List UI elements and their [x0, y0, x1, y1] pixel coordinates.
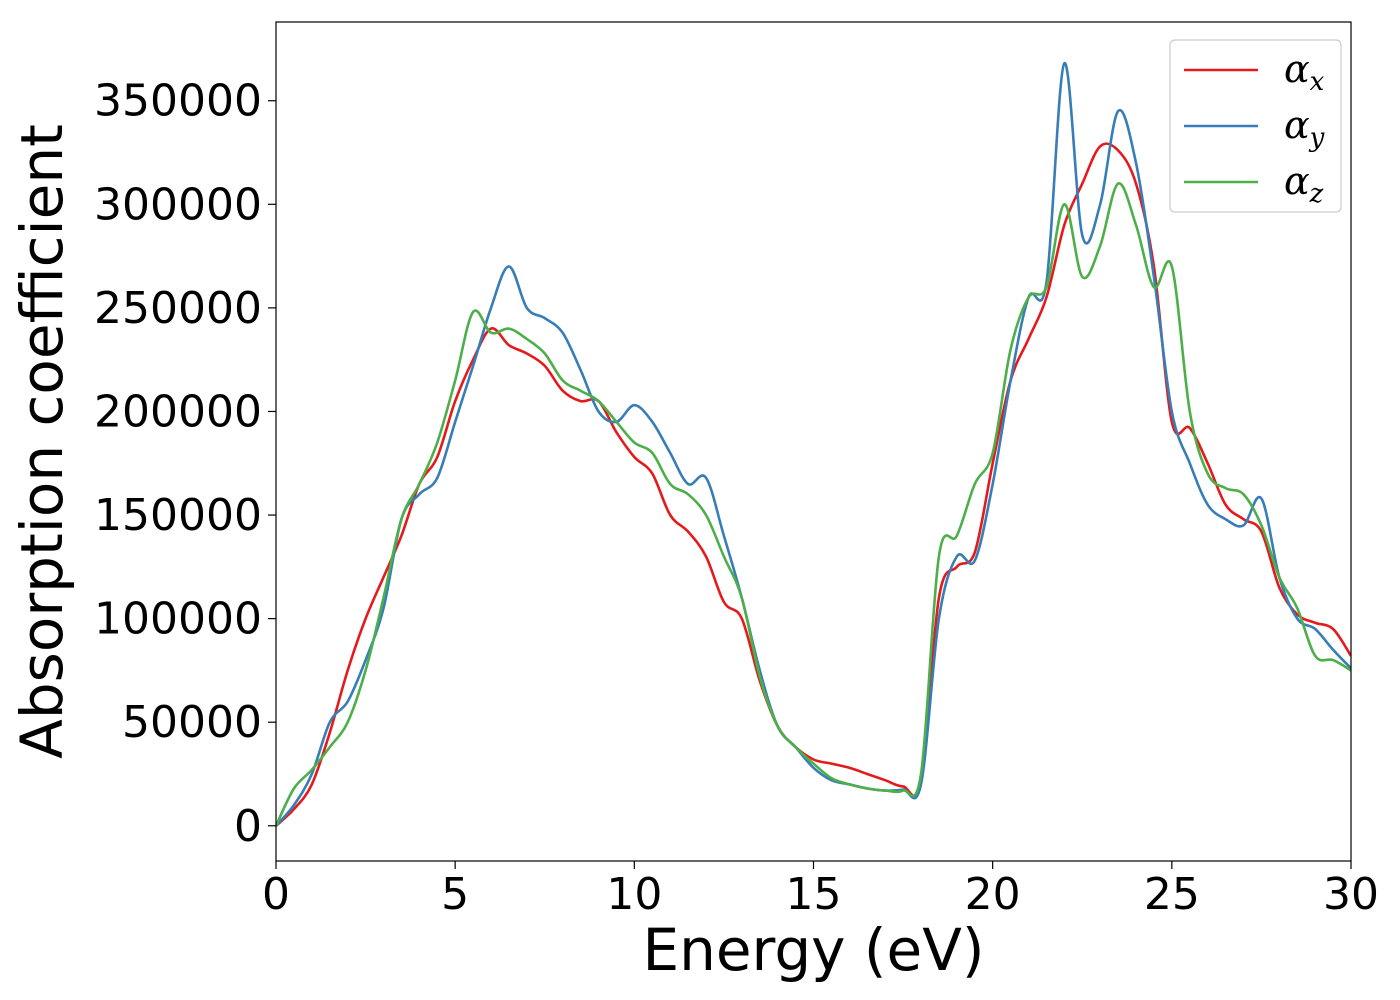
- y-tick-label: 350000: [94, 76, 262, 127]
- y-axis: 0 50000 100000 150000 200000 250000 300000 3500…: [94, 76, 276, 852]
- legend-label-y: αy: [1284, 103, 1325, 153]
- y-tick-label: 250000: [94, 283, 262, 334]
- y-tick-label: 100000: [94, 594, 262, 645]
- x-tick-label: 25: [1144, 869, 1200, 920]
- series-line-z: [276, 182, 1351, 827]
- plot-frame: [275, 21, 1352, 862]
- y-tick-label: 0: [234, 801, 262, 852]
- x-tick-label: 5: [441, 869, 469, 920]
- y-tick-label: 50000: [122, 697, 262, 748]
- x-axis: 0 5 10 15 20 25 30: [262, 861, 1379, 920]
- x-axis-title: Energy (eV): [642, 916, 984, 984]
- y-tick-label: 300000: [94, 179, 262, 230]
- y-tick-label: 200000: [94, 386, 262, 437]
- series-line-x: [276, 142, 1351, 827]
- legend-label-x: αx: [1284, 47, 1325, 97]
- legend-label-z: αz: [1284, 159, 1324, 209]
- x-tick-label: 0: [262, 869, 290, 920]
- x-tick-label: 10: [606, 869, 662, 920]
- y-tick-label: 150000: [94, 490, 262, 541]
- x-tick-label: 20: [965, 869, 1021, 920]
- plot-area: [276, 62, 1351, 827]
- x-tick-label: 15: [786, 869, 842, 920]
- y-axis-title: Absorption coefficient: [8, 124, 76, 759]
- legend: αx αy αz: [1169, 39, 1342, 213]
- x-tick-label: 30: [1323, 869, 1379, 920]
